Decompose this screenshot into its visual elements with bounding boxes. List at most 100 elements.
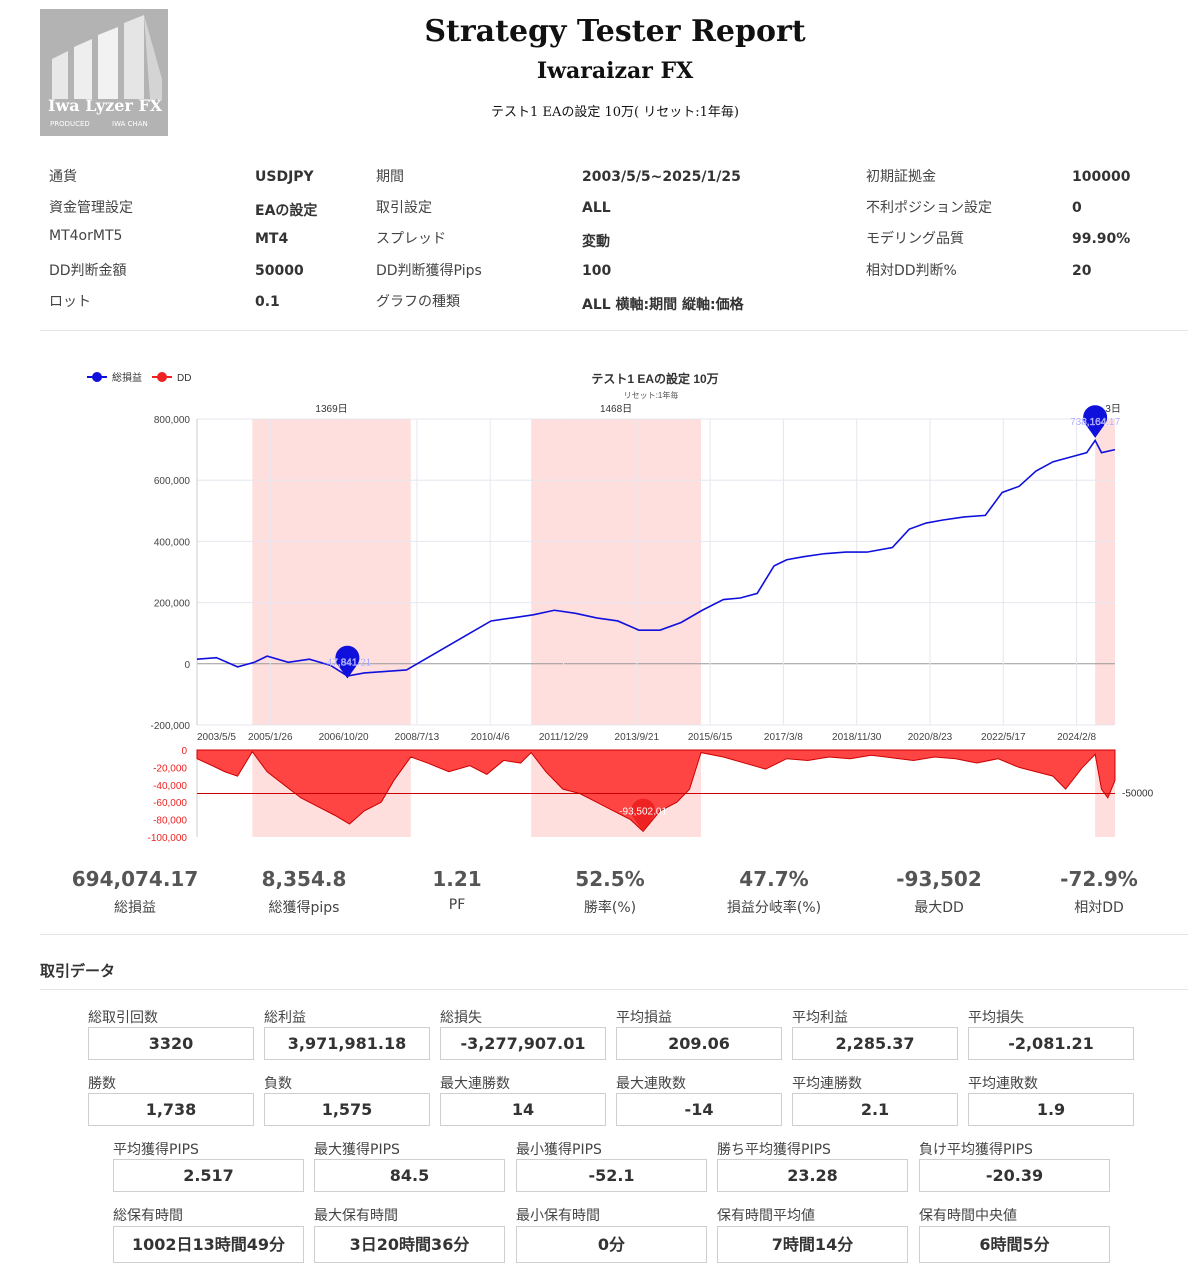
settings-table: 通貨 USDJPY 期間 2003/5/5~2025/1/25 初期証拠金 100000 資… [40, 160, 1188, 316]
legend-label-dd: DD [177, 373, 191, 384]
summary-label: 勝率(%) [583, 900, 637, 916]
setting-label: 通貨 [49, 169, 77, 185]
setting-value: ALL [582, 200, 611, 217]
summary-stat: 694,074.17 総損益 [40, 862, 230, 917]
setting-value: 20 [1072, 262, 1092, 279]
trade-stat-value: 23.28 [717, 1159, 908, 1192]
trade-stat-label: 最大連勝数 [440, 1076, 510, 1092]
setting-label: ロット [49, 293, 91, 310]
trade-stat-value: 7時間14分 [717, 1226, 908, 1263]
x-tick-label: 2010/4/6 [471, 732, 510, 743]
setting-label: グラフの種類 [376, 293, 460, 310]
trade-stat-label: 総取引回数 [88, 1010, 158, 1026]
trade-stat: 平均連勝数 2.1 [792, 1073, 958, 1129]
trade-stat-label: 平均損益 [616, 1010, 672, 1026]
trade-stat-label: 負数 [264, 1076, 292, 1092]
page-description: テスト1 EAの設定 10万( リセット:1年毎) [491, 105, 739, 120]
setting-value: 50000 [255, 262, 304, 279]
x-tick-label: 2008/7/13 [395, 732, 440, 743]
trade-stat: 平均利益 2,285.37 [792, 1007, 958, 1063]
logo: Iwa Lyzer FX PRODUCED IWA CHAN [40, 9, 168, 136]
summary-value: 694,074.17 [71, 867, 199, 891]
trade-stat: 最大獲得PIPS 84.5 [314, 1139, 505, 1195]
trade-stat: 平均損益 209.06 [616, 1007, 782, 1063]
divider [40, 934, 1188, 935]
setting-value: 100000 [1072, 169, 1131, 185]
y-tick-label: 0 [184, 660, 190, 671]
dd-marker-pin [631, 798, 656, 832]
trade-stat-label: 平均利益 [792, 1010, 848, 1026]
trade-stat-value: 2,285.37 [792, 1027, 958, 1060]
drawdown-period-label: 1468日 [600, 404, 632, 415]
divider [40, 330, 1188, 331]
section-title-trade-data: 取引データ [40, 962, 116, 980]
trade-stat-label: 最小獲得PIPS [516, 1142, 602, 1158]
trade-stat-value: -20.39 [919, 1159, 1110, 1192]
setting-value: ALL 横軸:期間 縦軸:価格 [582, 296, 744, 313]
trade-stat: 最小保有時間 0分 [516, 1205, 707, 1263]
y-tick-label: 600,000 [154, 476, 191, 487]
x-tick-label: 2015/6/15 [688, 732, 733, 743]
trade-stat: 保有時間平均値 7時間14分 [717, 1205, 908, 1263]
legend-marker-profit [92, 372, 102, 382]
trade-stat: 総取引回数 3320 [88, 1007, 254, 1063]
trade-stat-value: -52.1 [516, 1159, 707, 1192]
trade-stat: 勝数 1,738 [88, 1073, 254, 1129]
summary-value: 8,354.8 [261, 867, 347, 891]
drawdown-period-label: 3日 [1105, 404, 1121, 415]
setting-label: 取引設定 [376, 200, 432, 217]
trade-stat: 平均獲得PIPS 2.517 [113, 1139, 304, 1195]
x-tick-label: 2005/1/26 [248, 732, 293, 743]
trade-stat: 勝ち平均獲得PIPS 23.28 [717, 1139, 908, 1195]
summary-stat: 8,354.8 総獲得pips [209, 862, 399, 917]
settings-row: 通貨 USDJPY 期間 2003/5/5~2025/1/25 初期証拠金 100000 [40, 160, 1188, 191]
trade-stat-label: 総保有時間 [113, 1208, 183, 1224]
trade-stat-label: 勝数 [88, 1076, 116, 1092]
summary-label: 相対DD [1074, 900, 1124, 916]
trade-stat-label: 最大保有時間 [314, 1208, 398, 1224]
dd-threshold-label: -50000 [1122, 789, 1154, 800]
summary-value: 52.5% [575, 867, 645, 891]
trade-stat: 平均損失 -2,081.21 [968, 1007, 1134, 1063]
trade-stat-label: 総損失 [440, 1010, 482, 1026]
trade-stat-value: -2,081.21 [968, 1027, 1134, 1060]
y-tick-label: 800,000 [154, 415, 191, 426]
summary-value: 1.21 [432, 867, 482, 891]
divider [40, 989, 1188, 990]
summary-value: -93,502 [896, 867, 982, 891]
profit-marker-pin [335, 645, 360, 679]
summary-label: 総損益 [114, 900, 156, 916]
trade-stat-label: 平均連敗数 [968, 1076, 1038, 1092]
legend-label-profit: 総損益 [112, 371, 142, 384]
drawdown-period-band [252, 419, 411, 725]
setting-label: DD判断金額 [49, 262, 127, 279]
summary-stat: -93,502 最大DD [844, 862, 1034, 917]
trade-stat-value: 84.5 [314, 1159, 505, 1192]
settings-row: DD判断金額 50000 DD判断獲得Pips 100 相対DD判断% 20 [40, 254, 1188, 285]
trade-stat: 最大連敗数 -14 [616, 1073, 782, 1129]
trade-stat-label: 保有時間平均値 [717, 1208, 815, 1224]
setting-label: 期間 [376, 169, 404, 185]
trade-stat-value: 2.1 [792, 1093, 958, 1126]
trade-stat: 最小獲得PIPS -52.1 [516, 1139, 707, 1195]
x-tick-label: 2011/12/29 [539, 732, 589, 743]
trade-stat: 総保有時間 1002日13時間49分 [113, 1205, 304, 1263]
setting-value: 99.90% [1072, 231, 1131, 248]
dd-y-tick-label: -80,000 [153, 816, 187, 827]
summary-stats: 694,074.17 総損益 8,354.8 総獲得pips 1.21 PF 52.5% 勝率… [40, 862, 1188, 926]
summary-label: 最大DD [914, 900, 964, 916]
trade-stat-label: 負け平均獲得PIPS [919, 1142, 1033, 1158]
chart-svg: 1369日 1468日 3日 800,000 600,000 400,000 200,000… [87, 371, 1154, 844]
trade-stat-value: -14 [616, 1093, 782, 1126]
trade-stat: 総損失 -3,277,907.01 [440, 1007, 606, 1063]
drawdown-period-band [531, 419, 701, 725]
y-tick-label: 200,000 [154, 599, 191, 610]
settings-row: 資金管理設定 EAの設定 取引設定 ALL 不利ポジション設定 0 [40, 191, 1188, 222]
trade-stat: 最大保有時間 3日20時間36分 [314, 1205, 505, 1263]
dd-y-tick-label: -20,000 [153, 763, 187, 774]
x-tick-label: 2022/5/17 [981, 732, 1026, 743]
setting-value: MT4 [255, 231, 289, 248]
page-title: Strategy Tester Report [424, 14, 806, 49]
trade-stat-label: 最大連敗数 [616, 1076, 686, 1092]
trade-stat-value: 0分 [516, 1226, 707, 1263]
